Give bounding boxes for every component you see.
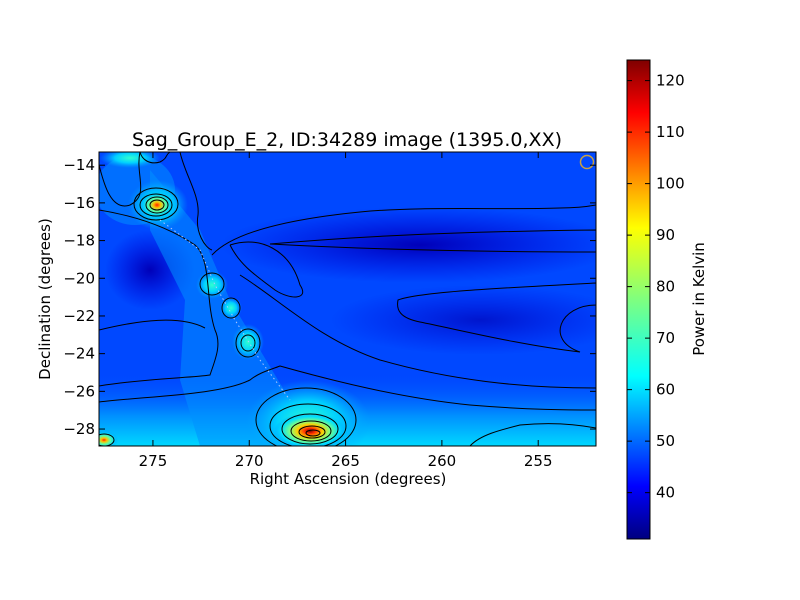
y-axis-ticks: −14 −16 −18 −20 −22 −24 −26 −28: [63, 156, 596, 438]
contour-line: [149, 199, 165, 211]
contour-line: [240, 334, 256, 352]
x-axis-ticks: 275 270 265 260 255: [139, 152, 553, 470]
contour-line: [281, 413, 339, 445]
contour-line: [235, 328, 261, 358]
contour-line: [221, 297, 241, 319]
colorbar-tick-label: 80: [656, 278, 675, 296]
contour-line: [397, 282, 596, 353]
blob-ra271: [220, 297, 242, 319]
contour-line: [298, 425, 326, 439]
contour-line: [239, 274, 596, 389]
contour-line: [290, 420, 332, 442]
colorbar-tick-label: 60: [656, 381, 675, 399]
chart-title: Sag_Group_E_2, ID:34289 image (1395.0,XX…: [132, 129, 562, 151]
contour-line: [99, 209, 219, 387]
x-tick-label: 260: [428, 452, 457, 470]
contour-line: [179, 152, 213, 251]
x-tick-label: 275: [139, 452, 168, 470]
dark-trough-right-low: [330, 285, 596, 355]
x-tick-label: 255: [524, 452, 553, 470]
contour-line: [199, 272, 225, 296]
colorbar-tick-label: 120: [656, 72, 685, 90]
y-tick-label: −20: [63, 269, 95, 287]
contour-line: [469, 423, 596, 446]
contour-line: [145, 196, 169, 214]
contour-line: [139, 152, 171, 164]
x-tick-label: 270: [235, 452, 264, 470]
y-tick-label: −14: [63, 156, 95, 174]
y-tick-label: −26: [63, 382, 95, 400]
dark-trough-right: [220, 207, 596, 283]
heatmap-image: [99, 152, 596, 446]
y-tick-label: −18: [63, 232, 95, 250]
colorbar-tick-label: 90: [656, 226, 675, 244]
contour-line: [211, 204, 596, 256]
contour-line: [99, 319, 206, 331]
colorbar-tick-label: 50: [656, 432, 675, 450]
contour-line: [99, 152, 142, 207]
contour-lines: [99, 152, 596, 446]
y-tick-label: −28: [63, 420, 95, 438]
colorbar-tick-label: 70: [656, 329, 675, 347]
beam-marker: [579, 154, 595, 170]
contour-line: [99, 433, 115, 446]
colorbar: [626, 59, 651, 540]
y-tick-label: −16: [63, 194, 95, 212]
colorbar-tick-label: 110: [656, 123, 685, 141]
contour-line: [139, 193, 173, 217]
y-tick-label: −24: [63, 345, 95, 363]
colorbar-tick-label: 40: [656, 484, 675, 502]
contour-line: [229, 241, 303, 298]
galactic-plane-line: [159, 219, 291, 401]
galactic-centre-peak: [274, 413, 346, 446]
y-tick-label: −22: [63, 307, 95, 325]
contour-line: [269, 403, 347, 446]
y-axis-label: Declination (degrees): [36, 218, 54, 380]
contour-line: [99, 365, 596, 411]
contour-line: [305, 429, 321, 437]
colorbar-tick-label: 100: [656, 175, 685, 193]
peak-ra275: [139, 191, 175, 219]
colorbar-ticks: 40 50 60 70 80 90 100 110 120: [627, 72, 685, 502]
contour-line: [255, 387, 357, 446]
colorbar-label: Power in Kelvin: [690, 242, 708, 356]
x-axis-label: Right Ascension (degrees): [250, 470, 447, 488]
x-tick-label: 265: [331, 452, 360, 470]
contour-line: [269, 229, 596, 253]
top-left-cyan: [100, 152, 160, 168]
plot-frame: [98, 151, 597, 447]
contour-line: [133, 187, 179, 221]
